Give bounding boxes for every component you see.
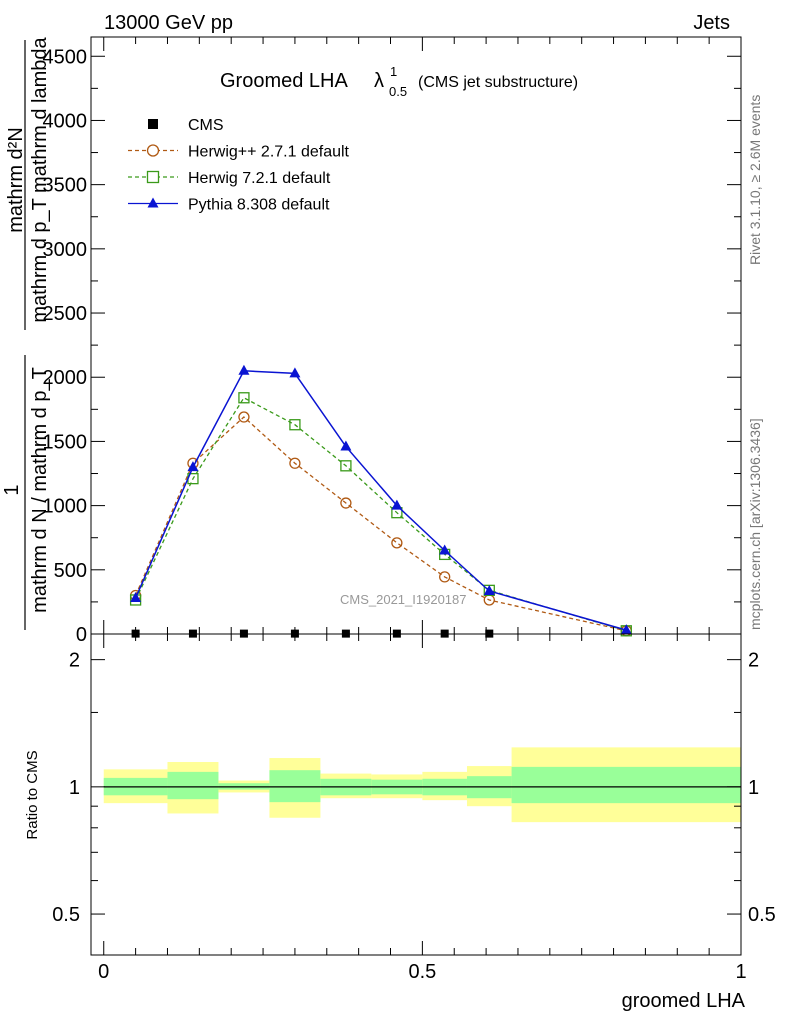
point-pythia-8-308-default <box>483 584 495 595</box>
watermark: CMS_2021_I1920187 <box>340 592 467 607</box>
point-herwig-2-7-1-default <box>439 571 451 583</box>
point-pythia-8-308-default <box>187 461 199 472</box>
y-axis-label-denominator: mathrm d p_T mathrm d lambda <box>29 36 51 322</box>
y-tick-label: 2000 <box>43 367 88 389</box>
point-herwig-7-2-1-default <box>289 419 301 431</box>
y-tick-label: 0 <box>76 624 87 646</box>
y-tick-label: 1000 <box>43 496 88 518</box>
chart-title-subscript: 0.5 <box>389 84 407 99</box>
ratio-frame <box>90 633 742 956</box>
chart-title-symbol: λ <box>374 70 384 92</box>
y-tick-label: 500 <box>54 560 87 582</box>
point-pythia-8-308-default <box>238 364 250 375</box>
legend-marker <box>146 170 160 184</box>
rivet-label: Rivet 3.1.10, ≥ 2.6M events <box>747 95 763 265</box>
ratio-inner-band <box>269 770 321 803</box>
y-tick-label: 3000 <box>43 239 88 261</box>
category-label: Jets <box>693 12 730 34</box>
point-herwig-2-7-1-default <box>391 537 403 549</box>
ratio-y-tick-label: 0.5 <box>52 904 80 926</box>
ratio-y-tick-label: 1 <box>69 777 80 799</box>
chart-title-superscript: 1 <box>390 64 397 79</box>
series-line-herwig-7-2-1-default <box>135 396 627 632</box>
ratio-y-tick-label-right: 0.5 <box>748 904 776 926</box>
y-tick-label: 1500 <box>43 431 88 453</box>
point-herwig-2-7-1-default <box>238 411 250 423</box>
ratio-inner-band <box>511 766 741 804</box>
chart-title: Groomed LHA <box>220 70 348 92</box>
ratio-y-tick-label: 2 <box>69 650 80 672</box>
point-pythia-8-308-default <box>340 440 352 451</box>
y-tick-label: 2500 <box>43 303 88 325</box>
legend-marker <box>148 119 158 129</box>
y-tick-label: 3500 <box>43 175 88 197</box>
x-tick-label: 0.5 <box>408 961 436 983</box>
point-pythia-8-308-default <box>391 499 403 510</box>
x-tick-label: 0 <box>98 961 109 983</box>
mcplots-label: mcplots.cern.ch [arXiv:1306.3436] <box>747 418 763 630</box>
point-herwig-7-2-1-default <box>340 460 352 472</box>
series-line-herwig-2-7-1-default <box>135 416 627 632</box>
ratio-y-axis-label: Ratio to CMS <box>24 750 41 839</box>
energy-label: 13000 GeV pp <box>104 12 233 34</box>
point-pythia-8-308-default <box>289 367 301 378</box>
legend-label: Herwig 7.2.1 default <box>188 170 331 187</box>
ratio-y-tick-label-right: 2 <box>748 650 759 672</box>
legend-label: Pythia 8.308 default <box>188 197 330 214</box>
x-tick-label: 1 <box>735 961 746 983</box>
y-axis-label-prefix-denominator: mathrm d N / mathrm d p_T <box>29 367 51 613</box>
y-axis-label-prefix: 1 <box>1 484 23 495</box>
point-pythia-8-308-default <box>130 592 142 603</box>
point-herwig-2-7-1-default <box>289 457 301 469</box>
ratio-inner-band <box>167 771 219 800</box>
legend-label: CMS <box>188 117 224 134</box>
chart-subtitle: (CMS jet substructure) <box>418 74 578 91</box>
ratio-y-tick-label-right: 1 <box>748 777 759 799</box>
point-pythia-8-308-default <box>439 544 451 555</box>
y-tick-label: 4000 <box>43 110 88 132</box>
point-pythia-8-308-default <box>620 624 632 635</box>
legend-marker <box>146 144 160 157</box>
legend-marker <box>147 197 159 208</box>
y-axis-label-numerator: mathrm d²N <box>5 127 27 233</box>
x-axis-label: groomed LHA <box>622 990 746 1012</box>
point-herwig-7-2-1-default <box>238 392 250 404</box>
y-tick-label: 4500 <box>43 46 88 68</box>
legend-label: Herwig++ 2.7.1 default <box>188 144 350 161</box>
point-herwig-2-7-1-default <box>340 497 352 509</box>
